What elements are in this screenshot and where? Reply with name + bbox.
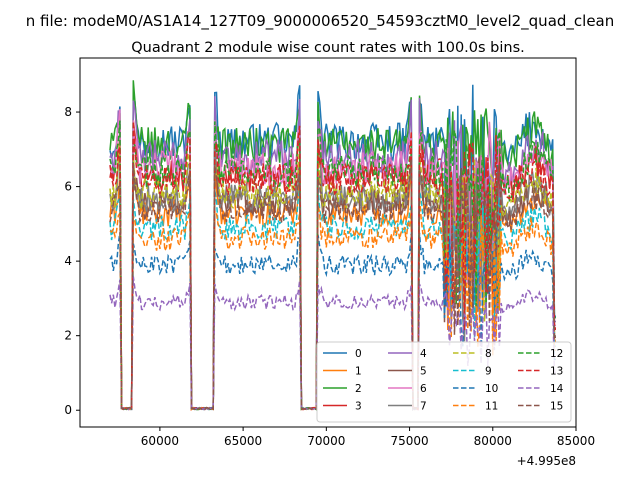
series-line-12 bbox=[109, 120, 556, 411]
legend-label-0: 0 bbox=[355, 348, 362, 360]
x-offset-label: +4.995e8 bbox=[517, 454, 576, 468]
legend-label-1: 1 bbox=[355, 366, 362, 378]
legend-label-8: 8 bbox=[485, 348, 492, 360]
x-tick-label: 75000 bbox=[390, 434, 428, 448]
series-line-11 bbox=[109, 197, 556, 411]
series-line-13 bbox=[109, 121, 556, 412]
legend-label-9: 9 bbox=[485, 366, 492, 378]
y-axis: 0 2 4 6 8 bbox=[64, 105, 80, 417]
legend-label-11: 11 bbox=[485, 401, 498, 413]
x-tick-label: 85000 bbox=[557, 434, 595, 448]
y-tick-label: 4 bbox=[64, 254, 72, 268]
legend-box bbox=[316, 341, 572, 423]
y-tick-label: 6 bbox=[64, 180, 72, 194]
x-tick-label: 80000 bbox=[474, 434, 512, 448]
y-tick-label: 8 bbox=[64, 105, 72, 119]
plot-frame bbox=[79, 57, 577, 428]
legend-label-6: 6 bbox=[420, 383, 427, 395]
series-line-15 bbox=[109, 158, 556, 411]
x-tick-label: 70000 bbox=[307, 434, 345, 448]
series-layer bbox=[109, 80, 556, 412]
series-line-2 bbox=[109, 80, 556, 411]
figure-suptitle: n file: modeM0/AS1A14_127T09_9000006520_… bbox=[26, 12, 615, 31]
x-tick-label: 65000 bbox=[224, 434, 262, 448]
legend-label-5: 5 bbox=[420, 366, 427, 378]
legend-label-7: 7 bbox=[420, 401, 427, 413]
legend-label-2: 2 bbox=[355, 383, 362, 395]
legend-label-10: 10 bbox=[485, 383, 498, 395]
series-line-9 bbox=[109, 187, 556, 411]
legend-label-15: 15 bbox=[550, 401, 563, 413]
legend-label-13: 13 bbox=[550, 366, 563, 378]
legend-label-14: 14 bbox=[550, 383, 564, 395]
legend-label-4: 4 bbox=[420, 348, 427, 360]
legend-label-3: 3 bbox=[355, 401, 362, 413]
series-line-14 bbox=[109, 276, 556, 411]
legend-label-12: 12 bbox=[550, 348, 563, 360]
series-line-10 bbox=[109, 232, 556, 411]
x-axis: 60000 65000 70000 75000 80000 85000 bbox=[141, 427, 595, 448]
y-tick-label: 2 bbox=[64, 329, 72, 343]
x-tick-label: 60000 bbox=[141, 434, 179, 448]
chart-title: Quadrant 2 module wise count rates with … bbox=[131, 40, 525, 56]
y-tick-label: 0 bbox=[64, 403, 72, 417]
